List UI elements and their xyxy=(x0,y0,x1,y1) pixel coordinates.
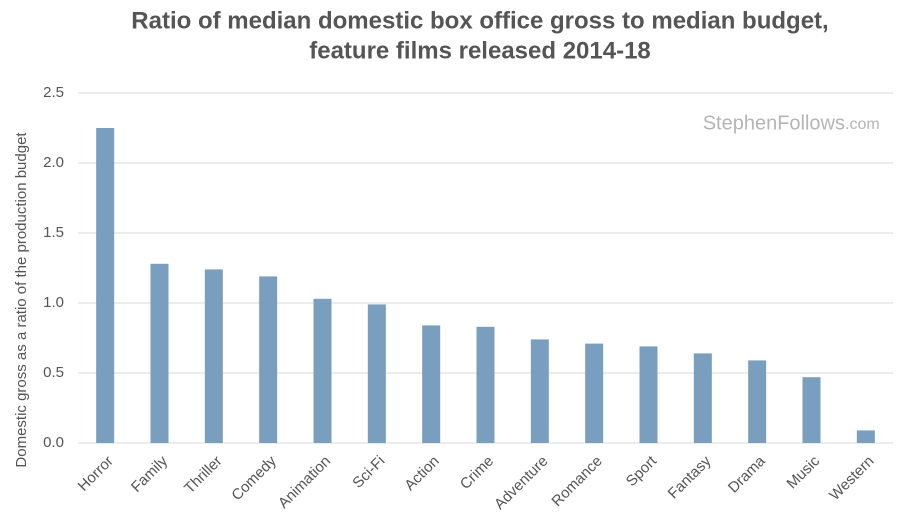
bar xyxy=(96,128,115,443)
x-tick-label: Sci-Fi xyxy=(349,453,388,492)
bar xyxy=(367,304,386,443)
x-tick-label: Music xyxy=(783,452,823,492)
x-tick-label: Crime xyxy=(457,453,497,493)
y-tick-label: 2.0 xyxy=(43,154,64,171)
bar xyxy=(585,343,604,443)
x-tick-label: Adventure xyxy=(491,453,551,513)
watermark-suffix: .com xyxy=(845,116,880,133)
bar xyxy=(422,325,441,443)
chart-title: Ratio of median domestic box office gros… xyxy=(131,7,828,34)
y-tick-label: 0.5 xyxy=(43,364,64,381)
bar xyxy=(748,360,767,443)
bar xyxy=(150,263,169,443)
watermark: StephenFollows xyxy=(703,112,845,134)
x-tick-label: Fantasy xyxy=(665,452,715,502)
x-tick-label: Comedy xyxy=(228,452,280,504)
bar xyxy=(204,269,223,443)
bar xyxy=(693,353,712,443)
bar xyxy=(530,339,549,443)
bar xyxy=(259,276,278,443)
y-tick-label: 0.0 xyxy=(43,434,64,451)
bar xyxy=(639,346,658,443)
x-tick-label: Drama xyxy=(725,452,769,496)
x-tick-label: Western xyxy=(826,453,877,504)
x-tick-label: Thriller xyxy=(181,453,225,497)
x-tick-label: Action xyxy=(401,453,443,495)
y-tick-label: 2.5 xyxy=(43,84,64,101)
y-tick-label: 1.5 xyxy=(43,224,64,241)
chart-title: feature films released 2014-18 xyxy=(309,37,651,64)
bar xyxy=(856,430,875,443)
y-axis-label: Domestic gross as a ratio of the product… xyxy=(13,132,30,468)
x-tick-label: Romance xyxy=(548,453,605,510)
bar xyxy=(476,326,495,443)
bar xyxy=(802,377,821,443)
y-tick-label: 1.0 xyxy=(43,294,64,311)
x-tick-label: Animation xyxy=(275,453,334,512)
x-tick-label: Horror xyxy=(75,453,117,495)
x-tick-label: Sport xyxy=(623,452,661,490)
bar xyxy=(313,298,332,443)
x-tick-label: Family xyxy=(128,452,172,496)
